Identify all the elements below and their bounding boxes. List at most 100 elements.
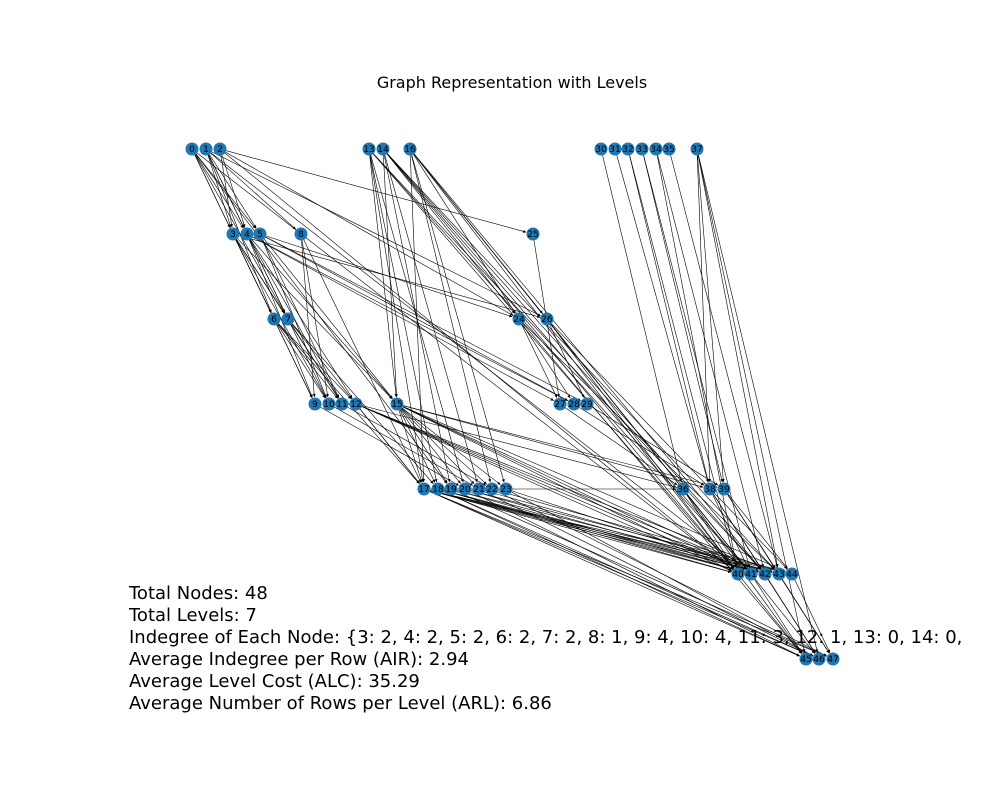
figure-title: Graph Representation with Levels: [377, 73, 647, 92]
edge-5-29: [265, 236, 581, 402]
node-label-0: 0: [189, 145, 195, 155]
edge-10-21: [334, 406, 474, 486]
node-circle-45: [799, 652, 813, 666]
edge-36-41: [686, 493, 747, 569]
node-3: 3: [226, 227, 240, 241]
node-label-28: 28: [568, 400, 580, 410]
edge-15-19: [400, 409, 448, 484]
node-38: 38: [703, 482, 717, 496]
edge-7-11: [291, 324, 339, 399]
node-label-11: 11: [336, 400, 347, 410]
edge-1-6: [208, 154, 272, 313]
edge-7-18: [292, 323, 434, 484]
node-circle-28: [567, 397, 581, 411]
node-circle-5: [253, 227, 267, 241]
node-label-15: 15: [391, 400, 402, 410]
node-label-19: 19: [445, 485, 457, 495]
node-25: 25: [526, 227, 540, 241]
edge-15-17: [398, 410, 423, 483]
edge-1-26: [211, 151, 541, 317]
edge-0-5: [195, 153, 256, 229]
edge-28-38: [579, 407, 705, 486]
edge-0-40: [196, 152, 733, 570]
node-label-26: 26: [541, 315, 553, 325]
edge-17-45: [429, 491, 800, 657]
node-label-21: 21: [473, 485, 484, 495]
node-26: 26: [540, 312, 554, 326]
edge-1-3: [207, 155, 232, 228]
node-label-36: 36: [677, 485, 689, 495]
edge-18-40: [444, 490, 732, 573]
node-circle-44: [785, 567, 799, 581]
edge-13-17: [369, 155, 424, 483]
edge-4-27: [252, 236, 554, 401]
edge-23-46: [511, 491, 813, 656]
node-circle-10: [322, 397, 336, 411]
node-39: 39: [717, 482, 731, 496]
edge-15-20: [400, 408, 461, 484]
edge-34-40: [656, 155, 738, 568]
node-21: 21: [472, 482, 486, 496]
node-27: 27: [553, 397, 567, 411]
edge-5-11: [262, 239, 340, 398]
node-circle-16: [403, 142, 417, 156]
edge-8-10: [301, 240, 329, 398]
edge-26-44: [551, 323, 788, 570]
edge-13-15: [369, 155, 398, 398]
node-circle-9: [308, 397, 322, 411]
stat-arl: Average Number of Rows per Level (ARL): …: [129, 693, 552, 714]
node-label-42: 42: [759, 570, 770, 580]
node-circle-32: [621, 142, 635, 156]
node-circle-46: [812, 652, 826, 666]
node-circle-30: [594, 142, 608, 156]
node-circle-18: [431, 482, 445, 496]
node-circle-42: [758, 567, 772, 581]
node-label-7: 7: [285, 315, 291, 325]
edge-15-39: [403, 405, 718, 488]
node-9: 9: [308, 397, 322, 411]
node-circle-14: [376, 142, 390, 156]
node-16: 16: [403, 142, 417, 156]
edge-42-46: [768, 579, 816, 654]
edge-2-25: [226, 150, 527, 233]
edge-12-17: [359, 408, 420, 484]
node-28: 28: [567, 397, 581, 411]
node-circle-37: [690, 142, 704, 156]
node-label-8: 8: [298, 230, 304, 240]
edge-12-36: [362, 405, 677, 488]
node-circle-31: [608, 142, 622, 156]
node-12: 12: [349, 397, 363, 411]
node-circle-6: [267, 312, 281, 326]
edge-2-40: [224, 152, 733, 570]
edge-23-42: [512, 490, 759, 573]
node-circle-25: [526, 227, 540, 241]
stat-indegree: Indegree of Each Node: {3: 2, 4: 2, 5: 2…: [129, 627, 962, 648]
node-label-20: 20: [459, 485, 471, 495]
edge-15-23: [401, 407, 501, 485]
edge-15-21: [401, 408, 475, 485]
node-circle-36: [676, 482, 690, 496]
edge-2-3: [220, 155, 233, 228]
node-circle-26: [540, 312, 554, 326]
node-label-44: 44: [786, 570, 798, 580]
node-label-17: 17: [418, 485, 429, 495]
edge-16-24: [413, 154, 516, 314]
edge-6-10: [277, 324, 326, 399]
edge-24-27: [521, 324, 558, 398]
edge-16-22: [411, 155, 492, 483]
node-20: 20: [458, 482, 472, 496]
node-47: 47: [826, 652, 840, 666]
edge-4-12: [250, 239, 353, 399]
edge-18-41: [444, 490, 745, 573]
node-label-4: 4: [244, 230, 250, 240]
stats-panel: Total Nodes: 48 Total Levels: 7 Indegree…: [128, 583, 962, 714]
node-30: 30: [594, 142, 608, 156]
node-44: 44: [785, 567, 799, 581]
node-label-23: 23: [500, 485, 511, 495]
node-8: 8: [294, 227, 308, 241]
node-15: 15: [390, 397, 404, 411]
node-label-35: 35: [663, 145, 674, 155]
node-18: 18: [431, 482, 445, 496]
node-label-40: 40: [732, 570, 744, 580]
